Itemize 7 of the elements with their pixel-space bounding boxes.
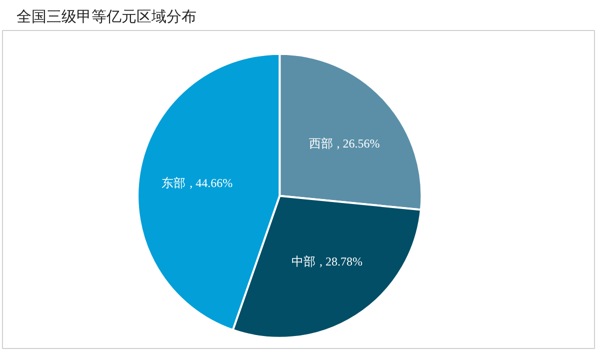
slice-label: 中部 [292, 254, 316, 269]
data-label: , 28.78% [320, 254, 363, 269]
slice-label: 东部 [162, 176, 186, 190]
chart-title: 全国三级甲等亿元区域分布 [16, 8, 196, 26]
slice-label: 西部 [308, 136, 333, 151]
data-label: , 44.66% [190, 176, 233, 190]
data-label: , 26.56% [336, 136, 380, 151]
